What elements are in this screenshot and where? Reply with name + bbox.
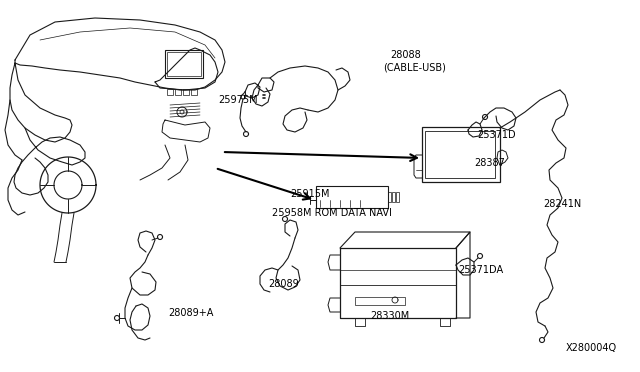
Text: 28089+A: 28089+A <box>168 308 213 318</box>
Bar <box>167 89 173 95</box>
Bar <box>388 192 391 202</box>
Text: 25371DA: 25371DA <box>458 265 503 275</box>
Bar <box>175 89 181 95</box>
Bar <box>165 50 203 78</box>
Bar <box>316 186 388 208</box>
Text: 28241N: 28241N <box>543 199 581 209</box>
Bar <box>355 297 405 305</box>
Text: 25975M: 25975M <box>218 95 258 105</box>
Text: 28387: 28387 <box>474 158 505 168</box>
Text: 28330M: 28330M <box>370 311 409 321</box>
Text: 25371D: 25371D <box>477 130 516 140</box>
Bar <box>183 89 189 95</box>
Bar <box>392 192 395 202</box>
Bar <box>425 131 495 178</box>
Text: 28089: 28089 <box>268 279 299 289</box>
Text: 25958M ROM DATA NAVI: 25958M ROM DATA NAVI <box>272 208 392 218</box>
Text: 25915M: 25915M <box>290 189 330 199</box>
Text: 28088: 28088 <box>390 50 420 60</box>
Bar <box>167 52 201 76</box>
Bar <box>422 127 500 182</box>
Text: X280004Q: X280004Q <box>566 343 617 353</box>
Text: (CABLE-USB): (CABLE-USB) <box>383 62 446 72</box>
Bar <box>191 89 197 95</box>
Bar <box>396 192 399 202</box>
